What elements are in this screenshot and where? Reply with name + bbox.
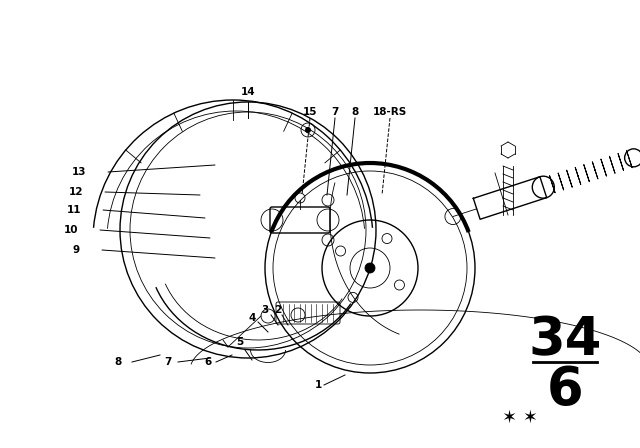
Text: 7: 7 xyxy=(332,107,339,117)
Text: 10: 10 xyxy=(63,225,78,235)
Text: 5: 5 xyxy=(236,337,244,347)
Text: ✶ ✶: ✶ ✶ xyxy=(502,409,538,427)
Text: 15: 15 xyxy=(303,107,317,117)
Text: 7: 7 xyxy=(164,357,172,367)
Text: 1: 1 xyxy=(314,380,322,390)
Text: 11: 11 xyxy=(67,205,81,215)
Text: 13: 13 xyxy=(72,167,86,177)
Text: 6: 6 xyxy=(204,357,212,367)
Text: 34: 34 xyxy=(528,314,602,366)
Text: 2: 2 xyxy=(275,305,282,315)
Text: 6: 6 xyxy=(547,364,584,416)
Text: 3: 3 xyxy=(261,305,269,315)
Text: 8: 8 xyxy=(351,107,358,117)
Text: 18-RS: 18-RS xyxy=(373,107,407,117)
Circle shape xyxy=(365,263,375,273)
Text: 4: 4 xyxy=(248,313,256,323)
Text: 9: 9 xyxy=(73,245,80,255)
Text: 14: 14 xyxy=(241,87,255,97)
Text: 8: 8 xyxy=(115,357,122,367)
Text: 12: 12 xyxy=(68,187,83,197)
Circle shape xyxy=(305,127,311,133)
